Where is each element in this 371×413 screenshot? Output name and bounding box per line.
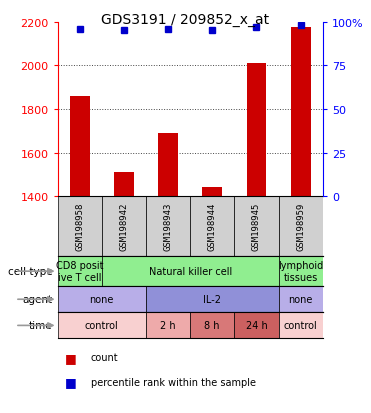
- Text: 24 h: 24 h: [246, 320, 267, 330]
- Text: cell type: cell type: [7, 266, 52, 276]
- Text: GSM198958: GSM198958: [75, 202, 84, 251]
- Bar: [279, 313, 323, 339]
- Text: GSM198945: GSM198945: [252, 202, 261, 251]
- Bar: [146, 313, 190, 339]
- Text: 2 h: 2 h: [160, 320, 176, 330]
- Text: ■: ■: [65, 351, 77, 364]
- Bar: [279, 256, 323, 287]
- Bar: [58, 256, 102, 287]
- Bar: [58, 197, 102, 256]
- Text: percentile rank within the sample: percentile rank within the sample: [91, 377, 256, 387]
- Bar: [246, 64, 266, 197]
- Bar: [114, 173, 134, 197]
- Bar: [58, 313, 146, 339]
- Bar: [102, 197, 146, 256]
- Text: CD8 posit
ive T cell: CD8 posit ive T cell: [56, 261, 104, 282]
- Text: GSM198944: GSM198944: [208, 202, 217, 251]
- Bar: [234, 313, 279, 339]
- Bar: [234, 197, 279, 256]
- Bar: [146, 197, 190, 256]
- Bar: [146, 287, 279, 313]
- Text: GDS3191 / 209852_x_at: GDS3191 / 209852_x_at: [101, 13, 270, 27]
- Text: none: none: [89, 294, 114, 304]
- Bar: [202, 188, 222, 197]
- Text: control: control: [85, 320, 119, 330]
- Text: GSM198959: GSM198959: [296, 202, 305, 251]
- Bar: [279, 197, 323, 256]
- Text: Natural killer cell: Natural killer cell: [148, 266, 232, 276]
- Bar: [291, 28, 311, 197]
- Bar: [58, 287, 146, 313]
- Bar: [190, 313, 234, 339]
- Text: agent: agent: [22, 294, 52, 304]
- Bar: [158, 134, 178, 197]
- Text: GSM198942: GSM198942: [119, 202, 128, 251]
- Text: 8 h: 8 h: [204, 320, 220, 330]
- Bar: [190, 197, 234, 256]
- Bar: [70, 97, 89, 197]
- Text: count: count: [91, 352, 118, 362]
- Text: lymphoid
tissues: lymphoid tissues: [278, 261, 323, 282]
- Bar: [102, 256, 279, 287]
- Text: GSM198943: GSM198943: [164, 202, 173, 251]
- Text: ■: ■: [65, 375, 77, 389]
- Text: none: none: [289, 294, 313, 304]
- Text: IL-2: IL-2: [203, 294, 221, 304]
- Text: control: control: [284, 320, 318, 330]
- Text: time: time: [29, 320, 52, 330]
- Bar: [279, 287, 323, 313]
